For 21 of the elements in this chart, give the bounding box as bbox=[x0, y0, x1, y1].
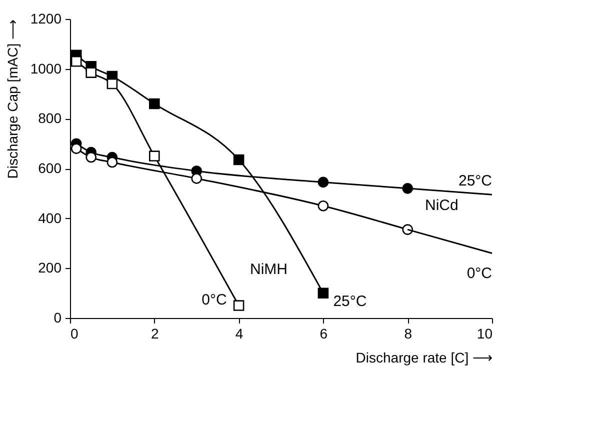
y-axis-title: Discharge Cap [mAC] ⟶ bbox=[4, 20, 20, 179]
series-label: 0°C bbox=[466, 265, 492, 282]
y-tick-label: 600 bbox=[38, 160, 62, 176]
series-label: 25°C bbox=[333, 293, 367, 310]
x-tick-label: 10 bbox=[476, 326, 493, 342]
x-tick-label: 6 bbox=[320, 326, 328, 342]
annotation: NiCd bbox=[425, 197, 458, 214]
y-tick-label: 200 bbox=[38, 260, 62, 276]
series-label: 25°C bbox=[458, 172, 492, 190]
x-axis-title: Discharge rate [C] ⟶ bbox=[356, 350, 492, 366]
annotation: NiMH bbox=[250, 261, 288, 278]
y-tick-label: 400 bbox=[38, 210, 62, 226]
y-tick-label: 1200 bbox=[30, 10, 62, 26]
y-tick-label: 0 bbox=[54, 310, 62, 326]
x-tick-label: 0 bbox=[70, 326, 78, 342]
x-tick-label: 8 bbox=[404, 326, 412, 342]
y-tick-label: 1000 bbox=[30, 60, 62, 76]
x-tick-label: 4 bbox=[235, 326, 244, 342]
x-tick-label: 2 bbox=[151, 326, 159, 342]
series-label: 0°C bbox=[202, 292, 227, 309]
y-tick-label: 800 bbox=[38, 110, 62, 126]
